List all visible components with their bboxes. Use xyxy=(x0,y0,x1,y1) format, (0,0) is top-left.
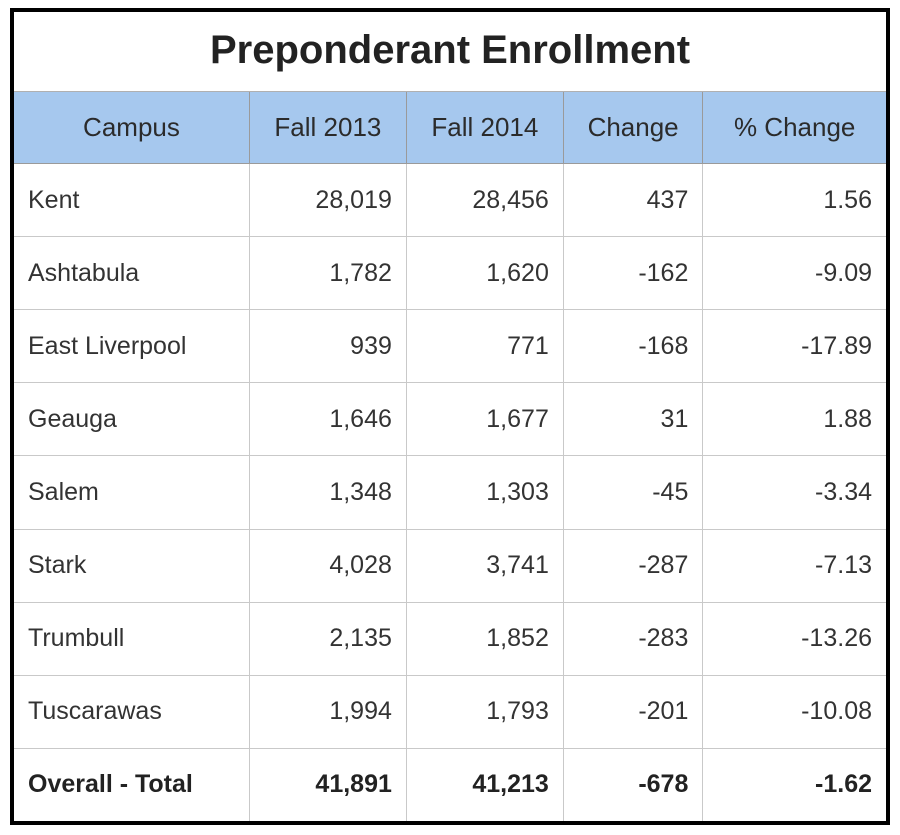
cell-pct: -3.34 xyxy=(703,456,886,529)
cell-pct: 1.88 xyxy=(703,383,886,456)
page-container: Preponderant Enrollment Campus Fall 2013… xyxy=(0,0,900,835)
table-row: Trumbull 2,135 1,852 -283 -13.26 xyxy=(14,602,886,675)
cell-total-change: -678 xyxy=(563,748,703,821)
header-f2014: Fall 2014 xyxy=(406,92,563,164)
table-frame: Preponderant Enrollment Campus Fall 2013… xyxy=(10,8,890,825)
cell-f2014: 1,677 xyxy=(406,383,563,456)
cell-f2014: 771 xyxy=(406,310,563,383)
total-row: Overall - Total 41,891 41,213 -678 -1.62 xyxy=(14,748,886,821)
table-body: Kent 28,019 28,456 437 1.56 Ashtabula 1,… xyxy=(14,164,886,822)
cell-f2013: 28,019 xyxy=(249,164,406,237)
cell-campus: Geauga xyxy=(14,383,249,456)
table-row: East Liverpool 939 771 -168 -17.89 xyxy=(14,310,886,383)
cell-pct: -7.13 xyxy=(703,529,886,602)
cell-total-pct: -1.62 xyxy=(703,748,886,821)
cell-f2014: 28,456 xyxy=(406,164,563,237)
cell-change: -168 xyxy=(563,310,703,383)
cell-total-f2014: 41,213 xyxy=(406,748,563,821)
table-row: Salem 1,348 1,303 -45 -3.34 xyxy=(14,456,886,529)
cell-total-f2013: 41,891 xyxy=(249,748,406,821)
cell-campus: Ashtabula xyxy=(14,237,249,310)
cell-pct: 1.56 xyxy=(703,164,886,237)
cell-campus: Salem xyxy=(14,456,249,529)
cell-change: -201 xyxy=(563,675,703,748)
enrollment-table: Campus Fall 2013 Fall 2014 Change % Chan… xyxy=(14,92,886,821)
table-title: Preponderant Enrollment xyxy=(14,12,886,92)
cell-f2014: 1,793 xyxy=(406,675,563,748)
cell-campus: Trumbull xyxy=(14,602,249,675)
table-row: Ashtabula 1,782 1,620 -162 -9.09 xyxy=(14,237,886,310)
cell-change: -45 xyxy=(563,456,703,529)
cell-pct: -9.09 xyxy=(703,237,886,310)
header-change: Change xyxy=(563,92,703,164)
cell-campus: Kent xyxy=(14,164,249,237)
header-row: Campus Fall 2013 Fall 2014 Change % Chan… xyxy=(14,92,886,164)
cell-f2013: 1,646 xyxy=(249,383,406,456)
table-row: Tuscarawas 1,994 1,793 -201 -10.08 xyxy=(14,675,886,748)
cell-change: -287 xyxy=(563,529,703,602)
cell-change: -162 xyxy=(563,237,703,310)
cell-f2013: 939 xyxy=(249,310,406,383)
header-campus: Campus xyxy=(14,92,249,164)
table-row: Stark 4,028 3,741 -287 -7.13 xyxy=(14,529,886,602)
table-row: Geauga 1,646 1,677 31 1.88 xyxy=(14,383,886,456)
cell-campus: East Liverpool xyxy=(14,310,249,383)
cell-campus: Stark xyxy=(14,529,249,602)
cell-total-campus: Overall - Total xyxy=(14,748,249,821)
cell-f2014: 3,741 xyxy=(406,529,563,602)
cell-campus: Tuscarawas xyxy=(14,675,249,748)
cell-change: -283 xyxy=(563,602,703,675)
cell-f2014: 1,303 xyxy=(406,456,563,529)
cell-f2013: 4,028 xyxy=(249,529,406,602)
cell-f2013: 1,994 xyxy=(249,675,406,748)
cell-f2014: 1,852 xyxy=(406,602,563,675)
cell-f2013: 1,782 xyxy=(249,237,406,310)
cell-change: 31 xyxy=(563,383,703,456)
table-row: Kent 28,019 28,456 437 1.56 xyxy=(14,164,886,237)
cell-change: 437 xyxy=(563,164,703,237)
header-f2013: Fall 2013 xyxy=(249,92,406,164)
cell-f2013: 1,348 xyxy=(249,456,406,529)
cell-f2013: 2,135 xyxy=(249,602,406,675)
cell-pct: -13.26 xyxy=(703,602,886,675)
cell-pct: -17.89 xyxy=(703,310,886,383)
header-pct: % Change xyxy=(703,92,886,164)
cell-f2014: 1,620 xyxy=(406,237,563,310)
cell-pct: -10.08 xyxy=(703,675,886,748)
